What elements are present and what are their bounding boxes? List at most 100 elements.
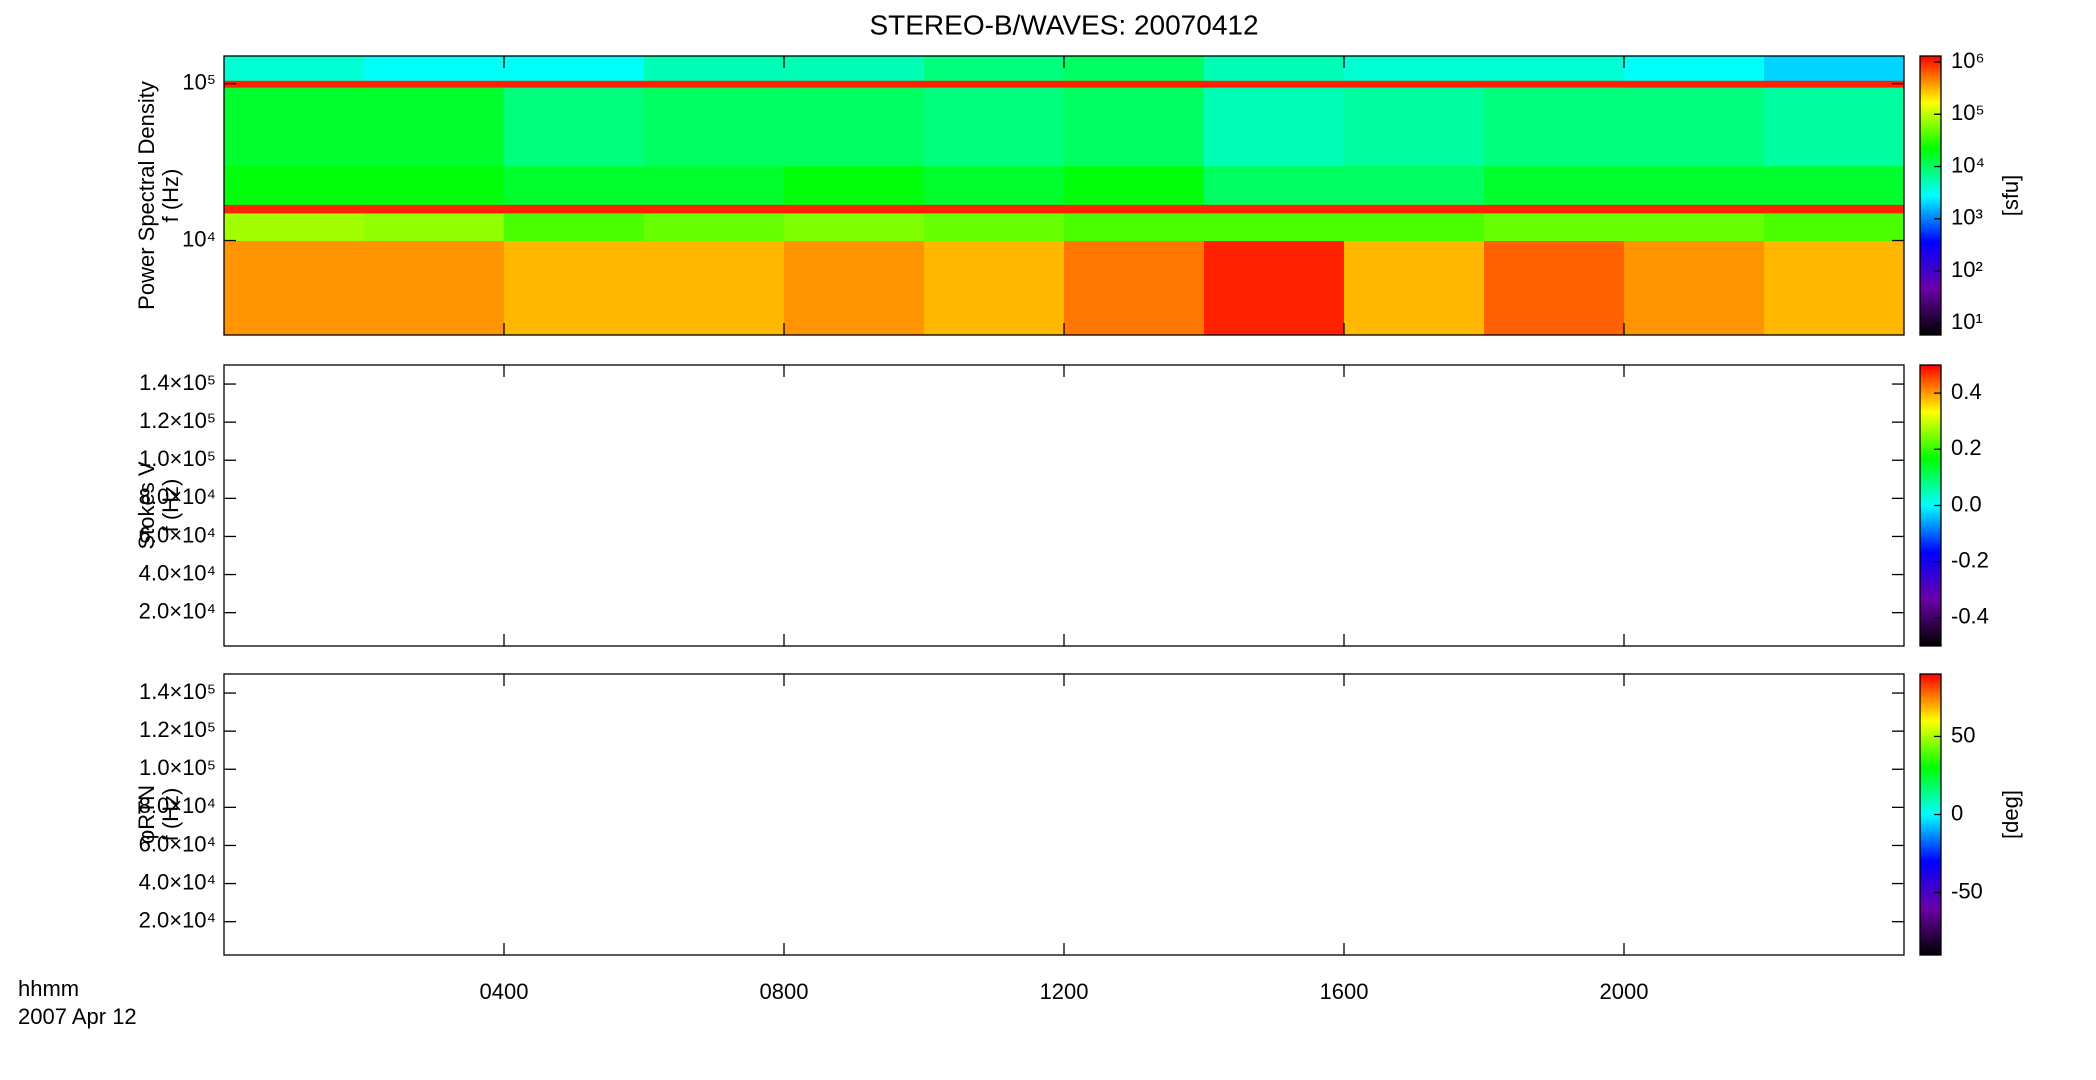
heatmap-cell: [364, 165, 505, 205]
colorbar-tick-label: -50: [1951, 878, 1983, 903]
heatmap-cell: [784, 87, 925, 167]
heatmap-cell: [1484, 204, 1625, 214]
heatmap-cell: [924, 56, 1065, 81]
colorbar-tick-label: 10²: [1951, 257, 1983, 282]
y-tick-label: 1.4×10⁵: [139, 370, 216, 395]
y-tick-label: 1.4×10⁵: [139, 679, 216, 704]
heatmap-cell: [1484, 87, 1625, 167]
heatmap-cell: [924, 165, 1065, 205]
x-axis-label: hhmm: [18, 976, 79, 1001]
heatmap-cell: [924, 204, 1065, 214]
heatmap-cell: [364, 240, 505, 336]
heatmap-cell: [1344, 240, 1485, 336]
heatmap-cell: [1484, 80, 1625, 88]
heatmap-cell: [1064, 240, 1205, 336]
heatmap-cell: [1064, 56, 1205, 81]
y-axis-label: Power Spectral Density: [134, 81, 159, 310]
heatmap-cell: [644, 240, 785, 336]
y-axis-label: f (Hz): [158, 479, 183, 533]
y-tick-label: 1.2×10⁵: [139, 408, 216, 433]
y-tick-label: 10⁵: [182, 69, 216, 94]
colorbar-tick-label: 50: [1951, 722, 1975, 747]
heatmap-cell: [1344, 212, 1485, 242]
plot-frame: [223, 364, 1905, 647]
colorbar-tick-label: -0.4: [1951, 604, 1989, 629]
heatmap-cell: [224, 212, 365, 242]
colorbar-tick-label: 0.2: [1951, 435, 1982, 460]
heatmap-cell: [1624, 80, 1765, 88]
heatmap-cell: [224, 165, 365, 205]
y-axis-label: f (Hz): [158, 169, 183, 223]
heatmap-cell: [644, 212, 785, 242]
heatmap-cell: [1764, 87, 1905, 167]
heatmap-cell: [504, 87, 645, 167]
chart-title: STEREO-B/WAVES: 20070412: [869, 9, 1258, 40]
heatmap-cell: [224, 204, 365, 214]
heatmap-cell: [1764, 80, 1905, 88]
y-tick-label: 1.0×10⁵: [139, 446, 216, 471]
heatmap-cell: [1624, 87, 1765, 167]
y-tick-label: 2.0×10⁴: [139, 598, 216, 623]
heatmap-cell: [1344, 80, 1485, 88]
heatmap-cell: [1624, 204, 1765, 214]
heatmap-cell: [784, 165, 925, 205]
heatmap-cell: [1064, 204, 1205, 214]
heatmap-cell: [1484, 212, 1625, 242]
y-tick-label: 8.0×10⁴: [139, 484, 216, 509]
heatmap-cell: [1764, 204, 1905, 214]
heatmap-cell: [1624, 212, 1765, 242]
y-tick-label: 8.0×10⁴: [139, 793, 216, 818]
y-tick-label: 4.0×10⁴: [139, 869, 216, 894]
heatmap-cell: [1764, 212, 1905, 242]
heatmap-cell: [504, 80, 645, 88]
heatmap-cell: [784, 204, 925, 214]
heatmap-cell: [644, 165, 785, 205]
x-tick-label: 0800: [760, 979, 809, 1004]
heatmap-cell: [504, 240, 645, 336]
heatmap-cell: [224, 87, 365, 167]
x-axis-sublabel: 2007 Apr 12: [18, 1004, 137, 1029]
heatmap-cell: [924, 80, 1065, 88]
heatmap-cell: [364, 204, 505, 214]
heatmap-cell: [1484, 165, 1625, 205]
heatmap-cell: [1764, 56, 1905, 81]
heatmap-cell: [504, 204, 645, 214]
heatmap-cell: [784, 240, 925, 336]
y-tick-label: 2.0×10⁴: [139, 907, 216, 932]
heatmap-cell: [1204, 212, 1345, 242]
heatmap-cell: [1344, 204, 1485, 214]
heatmap-cell: [504, 212, 645, 242]
y-tick-label: 6.0×10⁴: [139, 831, 216, 856]
heatmap-cell: [924, 212, 1065, 242]
colorbar-tick-label: -0.2: [1951, 548, 1989, 573]
heatmap-cell: [644, 204, 785, 214]
heatmap-cell: [1064, 80, 1205, 88]
y-tick-label: 1.2×10⁵: [139, 717, 216, 742]
heatmap-cell: [1764, 240, 1905, 336]
heatmap-cell: [1344, 87, 1485, 167]
heatmap-cell: [784, 212, 925, 242]
heatmap-cell: [1624, 56, 1765, 81]
heatmap-cell: [644, 87, 785, 167]
heatmap-cell: [1484, 56, 1625, 81]
y-axis-label: φRTN: [134, 785, 159, 844]
heatmap-cell: [1484, 240, 1625, 336]
heatmap-cell: [1064, 87, 1205, 167]
heatmap-cell: [1064, 212, 1205, 242]
heatmap-cell: [1624, 240, 1765, 336]
y-axis-label: f (Hz): [158, 788, 183, 842]
heatmap-cell: [1624, 165, 1765, 205]
heatmap-cell: [784, 80, 925, 88]
heatmap-cell: [924, 87, 1065, 167]
heatmap-cell: [224, 56, 365, 81]
heatmap-cell: [364, 212, 505, 242]
colorbar-label: [sfu]: [1998, 175, 2023, 217]
colorbar-tick-label: 0.0: [1951, 491, 1982, 516]
colorbar-tick-label: 0: [1951, 800, 1963, 825]
heatmap-cell: [1204, 80, 1345, 88]
heatmap-cell: [224, 80, 365, 88]
heatmap-cell: [1764, 165, 1905, 205]
colorbar-tick-label: 10³: [1951, 205, 1983, 230]
y-tick-label: 10⁴: [182, 226, 216, 251]
colorbar-tick-label: 10⁴: [1951, 152, 1985, 177]
